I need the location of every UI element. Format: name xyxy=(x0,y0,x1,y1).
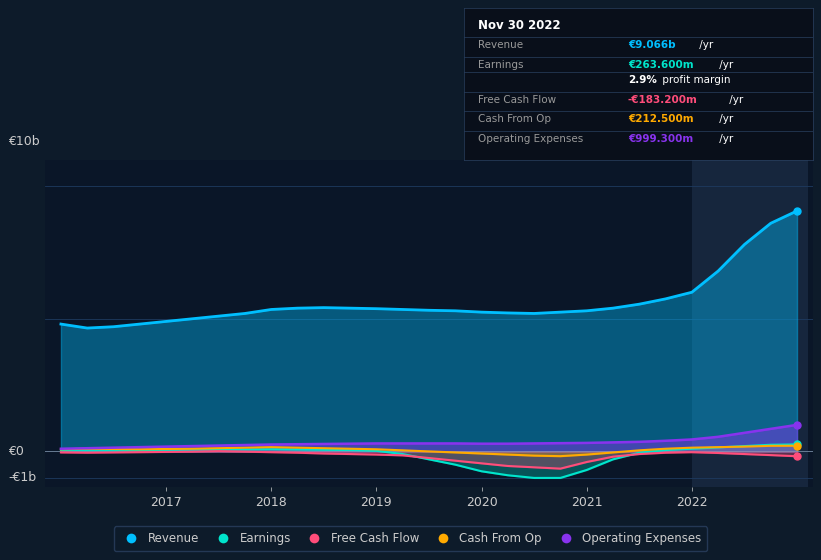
Text: -€1b: -€1b xyxy=(8,472,36,484)
Text: €263.600m: €263.600m xyxy=(628,60,694,70)
Legend: Revenue, Earnings, Free Cash Flow, Cash From Op, Operating Expenses: Revenue, Earnings, Free Cash Flow, Cash … xyxy=(114,526,707,551)
Text: €9.066b: €9.066b xyxy=(628,40,676,50)
Text: 2.9%: 2.9% xyxy=(628,75,657,85)
Text: -€183.200m: -€183.200m xyxy=(628,95,698,105)
Text: Nov 30 2022: Nov 30 2022 xyxy=(478,19,561,32)
Text: profit margin: profit margin xyxy=(659,75,731,85)
Text: Cash From Op: Cash From Op xyxy=(478,114,551,124)
Text: Revenue: Revenue xyxy=(478,40,523,50)
Text: /yr: /yr xyxy=(716,114,733,124)
Text: €999.300m: €999.300m xyxy=(628,134,693,144)
Text: €212.500m: €212.500m xyxy=(628,114,694,124)
Text: /yr: /yr xyxy=(716,134,733,144)
Text: €0: €0 xyxy=(8,445,24,458)
Bar xyxy=(692,160,808,487)
Text: €10b: €10b xyxy=(8,136,40,148)
Text: /yr: /yr xyxy=(726,95,743,105)
Text: /yr: /yr xyxy=(716,60,733,70)
Text: Earnings: Earnings xyxy=(478,60,523,70)
Text: Operating Expenses: Operating Expenses xyxy=(478,134,583,144)
Text: /yr: /yr xyxy=(696,40,713,50)
Text: Free Cash Flow: Free Cash Flow xyxy=(478,95,556,105)
